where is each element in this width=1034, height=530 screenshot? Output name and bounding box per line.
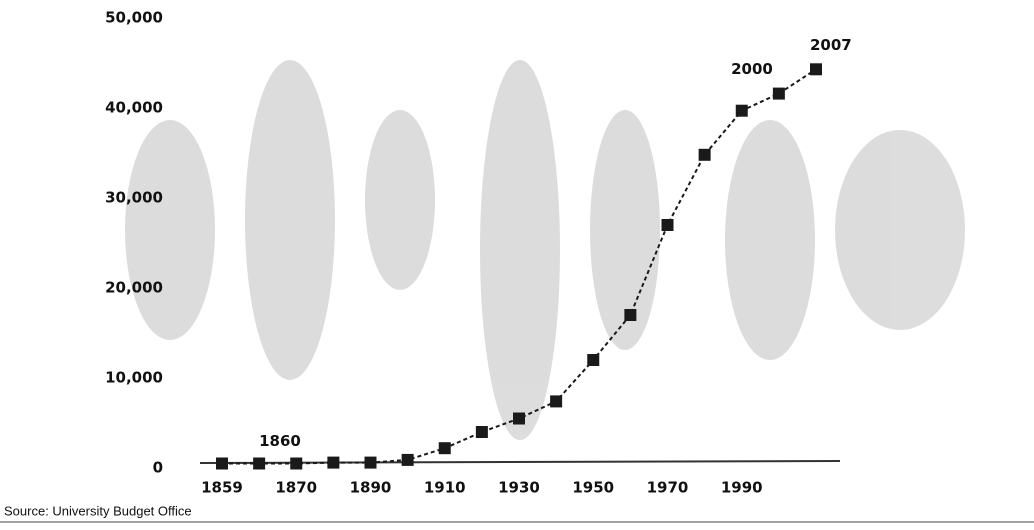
y-tick-label: 30,000: [105, 189, 163, 207]
marker: [513, 413, 525, 425]
marker: [736, 105, 748, 117]
x-tick-label: 1870: [275, 479, 317, 497]
marker: [587, 354, 599, 366]
marker: [662, 219, 674, 231]
background-figures: [125, 60, 965, 440]
x-tick-label: 1859: [201, 479, 243, 497]
point-label: 2007: [810, 36, 852, 54]
x-tick-label: 1950: [572, 479, 614, 497]
x-tick-label: 1910: [424, 479, 466, 497]
x-tick-label: 1990: [721, 479, 763, 497]
marker: [327, 457, 339, 469]
y-tick-label: 0: [153, 459, 163, 477]
y-tick-label: 40,000: [105, 99, 163, 117]
y-tick-label: 10,000: [105, 369, 163, 387]
marker: [253, 458, 265, 470]
source-note: Source: University Budget Office: [4, 503, 192, 518]
marker: [216, 458, 228, 470]
marker: [402, 454, 414, 466]
x-tick-label: 1930: [498, 479, 540, 497]
marker: [365, 457, 377, 469]
x-tick-label: 1890: [350, 479, 392, 497]
chart: Source: University Budget Office 0 10,000…: [0, 0, 1034, 526]
marker: [550, 395, 562, 407]
marker: [810, 63, 822, 75]
point-label: 2000: [731, 60, 773, 78]
marker: [439, 442, 451, 454]
point-label: 1860: [259, 432, 301, 450]
marker: [624, 309, 636, 321]
marker: [476, 426, 488, 438]
marker: [699, 149, 711, 161]
y-tick-label: 20,000: [105, 279, 163, 297]
marker: [773, 88, 785, 100]
x-tick-label: 1970: [647, 479, 689, 497]
marker: [290, 458, 302, 470]
y-tick-label: 50,000: [105, 9, 163, 27]
